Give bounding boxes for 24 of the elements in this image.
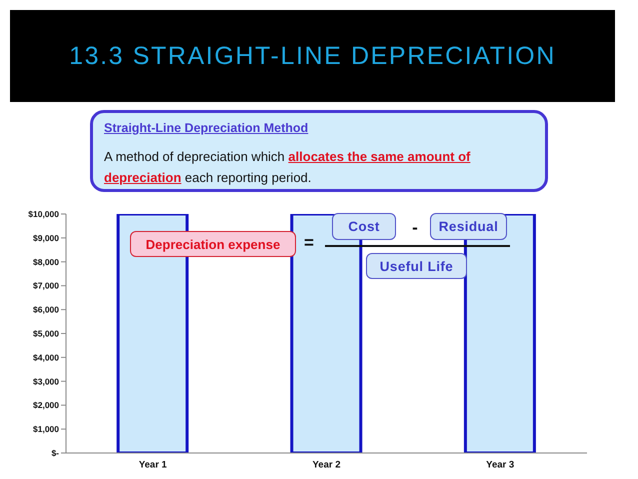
y-tick-label: $-	[51, 448, 60, 458]
y-tick-label: $5,000	[33, 328, 60, 339]
y-tick-label: $3,000	[33, 376, 60, 386]
y-tick-label: $8,000	[33, 256, 60, 267]
y-tick-label: $10,000	[28, 209, 60, 220]
y-tick-label: $2,000	[33, 400, 60, 410]
annotation: Cost	[348, 219, 380, 234]
chart-subtitle: Straight-Line Depreciation Method	[104, 121, 308, 135]
x-tick-label: Year 2	[312, 460, 340, 471]
x-tick-label: Year 3	[486, 460, 514, 471]
annotation: =	[304, 233, 314, 253]
y-tick-label: $4,000	[33, 352, 60, 362]
annotation: Useful Life	[380, 258, 454, 274]
annotation: Residual	[438, 219, 498, 234]
annotation: -	[412, 218, 418, 238]
y-tick-label: $9,000	[33, 232, 60, 243]
text: each reporting period.	[184, 170, 312, 185]
x-tick-label: Year 1	[138, 460, 168, 471]
y-tick-label: $6,000	[33, 304, 60, 315]
annotation: Depreciation expense	[146, 236, 280, 252]
text: A method of depreciation which	[104, 149, 285, 164]
chart-title: 13.3 STRAIGHT-LINE DEPRECIATION	[69, 42, 556, 70]
y-tick-label: $1,000	[33, 424, 60, 434]
y-tick-label: $7,000	[33, 280, 60, 291]
